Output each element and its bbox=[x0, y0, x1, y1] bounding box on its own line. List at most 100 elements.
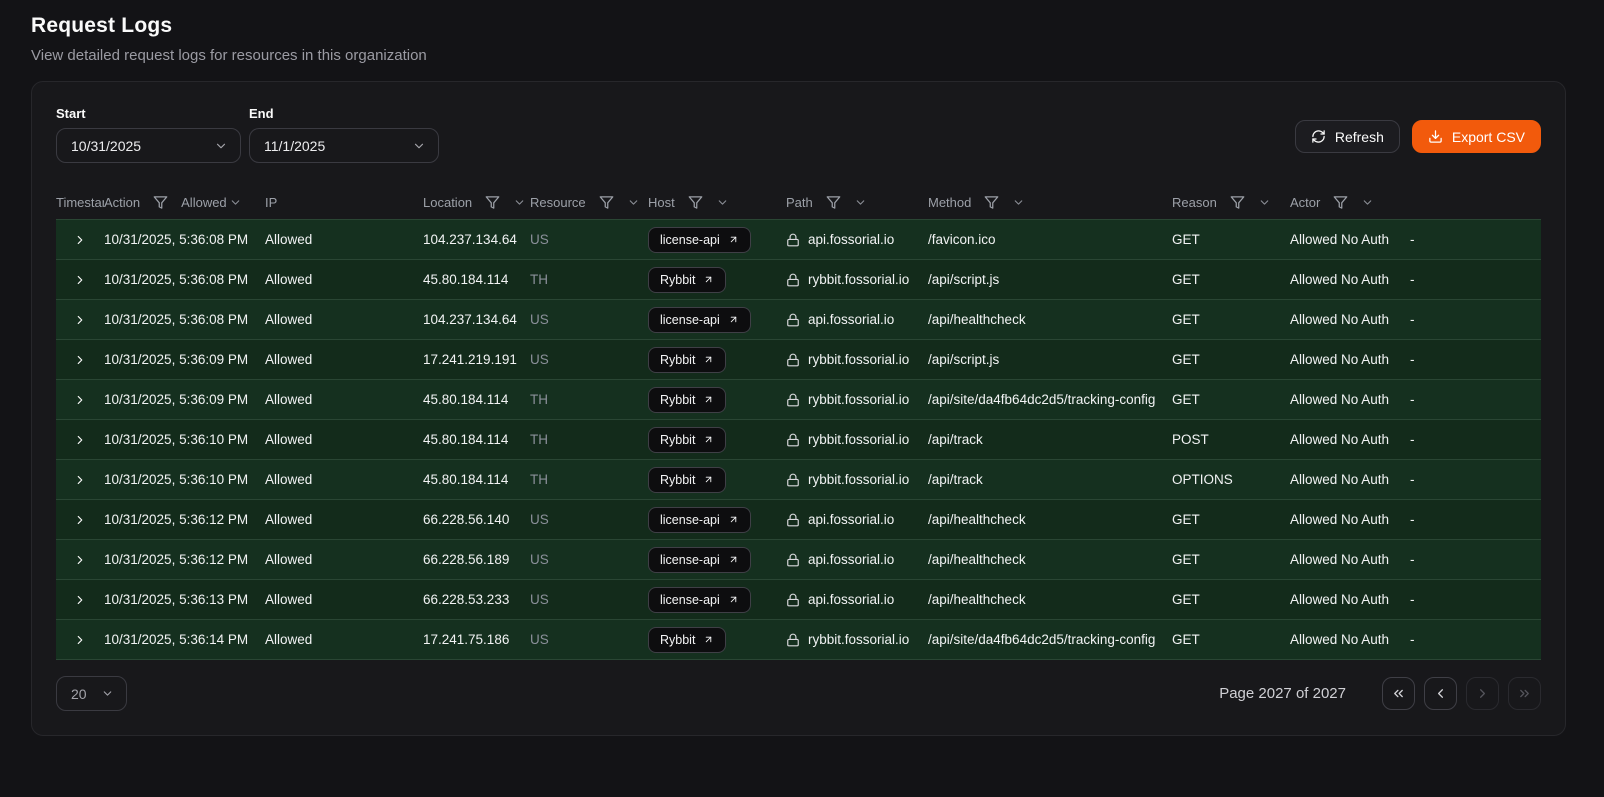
filter-icon[interactable] bbox=[984, 195, 999, 210]
export-csv-label: Export CSV bbox=[1452, 129, 1525, 145]
expand-row-button[interactable] bbox=[69, 229, 91, 251]
resource-badge[interactable]: Rybbit bbox=[648, 427, 726, 453]
method-cell: POST bbox=[1172, 432, 1290, 447]
resource-badge[interactable]: Rybbit bbox=[648, 627, 726, 653]
prev-page-button[interactable] bbox=[1424, 677, 1457, 710]
resource-badge[interactable]: license-api bbox=[648, 547, 751, 573]
first-page-button[interactable] bbox=[1382, 677, 1415, 710]
path-cell: /api/script.js bbox=[928, 352, 1172, 367]
column-header-reason[interactable]: Reason bbox=[1172, 195, 1290, 210]
chevron-down-icon[interactable] bbox=[1361, 196, 1374, 209]
chevron-down-icon[interactable] bbox=[716, 196, 729, 209]
chevron-down-icon[interactable] bbox=[1012, 196, 1025, 209]
column-header-action[interactable]: ActionAllowed bbox=[104, 195, 265, 210]
column-header-location[interactable]: Location bbox=[423, 195, 530, 210]
ip-cell: 17.241.219.191 bbox=[423, 352, 530, 367]
host-name: rybbit.fossorial.io bbox=[808, 272, 909, 287]
table-row[interactable]: 10/31/2025, 5:36:10 PMAllowed45.80.184.1… bbox=[56, 419, 1541, 459]
path-cell: /api/script.js bbox=[928, 272, 1172, 287]
chevron-down-icon[interactable] bbox=[627, 196, 640, 209]
resource-badge[interactable]: license-api bbox=[648, 227, 751, 253]
resource-badge[interactable]: Rybbit bbox=[648, 467, 726, 493]
filter-value-dropdown[interactable]: Allowed bbox=[181, 195, 242, 210]
ip-cell: 45.80.184.114 bbox=[423, 272, 530, 287]
expand-row-button[interactable] bbox=[69, 269, 91, 291]
table-row[interactable]: 10/31/2025, 5:36:08 PMAllowed104.237.134… bbox=[56, 299, 1541, 339]
filter-icon[interactable] bbox=[826, 195, 841, 210]
filter-icon[interactable] bbox=[153, 195, 168, 210]
export-csv-button[interactable]: Export CSV bbox=[1412, 120, 1541, 153]
method-cell: GET bbox=[1172, 312, 1290, 327]
resource-badge[interactable]: license-api bbox=[648, 307, 751, 333]
end-date-select[interactable]: 11/1/2025 bbox=[249, 128, 439, 163]
next-page-button[interactable] bbox=[1466, 677, 1499, 710]
table-row[interactable]: 10/31/2025, 5:36:09 PMAllowed17.241.219.… bbox=[56, 339, 1541, 379]
filter-icon[interactable] bbox=[1333, 195, 1348, 210]
expand-row-button[interactable] bbox=[69, 469, 91, 491]
expand-row-button[interactable] bbox=[69, 429, 91, 451]
table-row[interactable]: 10/31/2025, 5:36:08 PMAllowed45.80.184.1… bbox=[56, 259, 1541, 299]
filter-icon[interactable] bbox=[485, 195, 500, 210]
chevron-down-icon[interactable] bbox=[1258, 196, 1271, 209]
host-name: api.fossorial.io bbox=[808, 552, 894, 567]
column-header-host[interactable]: Host bbox=[648, 195, 786, 210]
timestamp-cell: 10/31/2025, 5:36:12 PM bbox=[104, 512, 265, 527]
actor-cell: - bbox=[1410, 592, 1541, 607]
arrow-up-right-icon bbox=[728, 554, 739, 565]
resource-badge[interactable]: Rybbit bbox=[648, 387, 726, 413]
column-header-resource[interactable]: Resource bbox=[530, 195, 648, 210]
filter-icon[interactable] bbox=[688, 195, 703, 210]
table-row[interactable]: 10/31/2025, 5:36:10 PMAllowed45.80.184.1… bbox=[56, 459, 1541, 499]
timestamp-cell: 10/31/2025, 5:36:08 PM bbox=[104, 312, 265, 327]
column-header-method[interactable]: Method bbox=[928, 195, 1172, 210]
reason-cell: Allowed No Auth bbox=[1290, 512, 1410, 527]
start-date-select[interactable]: 10/31/2025 bbox=[56, 128, 241, 163]
expand-row-button[interactable] bbox=[69, 549, 91, 571]
column-label: Host bbox=[648, 195, 675, 210]
table-row[interactable]: 10/31/2025, 5:36:12 PMAllowed66.228.56.1… bbox=[56, 539, 1541, 579]
reason-cell: Allowed No Auth bbox=[1290, 472, 1410, 487]
timestamp-cell: 10/31/2025, 5:36:13 PM bbox=[104, 592, 265, 607]
host-name: api.fossorial.io bbox=[808, 232, 894, 247]
location-cell: US bbox=[530, 512, 648, 527]
table-row[interactable]: 10/31/2025, 5:36:09 PMAllowed45.80.184.1… bbox=[56, 379, 1541, 419]
page-size-select[interactable]: 20 bbox=[56, 676, 127, 711]
table-header: TimestampActionAllowedIPLocationResource… bbox=[56, 185, 1541, 219]
chevron-down-icon[interactable] bbox=[854, 196, 867, 209]
refresh-button[interactable]: Refresh bbox=[1295, 120, 1400, 153]
expand-row-button[interactable] bbox=[69, 309, 91, 331]
ip-cell: 104.237.134.64 bbox=[423, 232, 530, 247]
column-header-path[interactable]: Path bbox=[786, 195, 928, 210]
expand-row-button[interactable] bbox=[69, 629, 91, 651]
expand-row-button[interactable] bbox=[69, 389, 91, 411]
resource-name: Rybbit bbox=[660, 633, 695, 647]
resource-badge[interactable]: license-api bbox=[648, 587, 751, 613]
filter-icon[interactable] bbox=[1230, 195, 1245, 210]
expand-row-button[interactable] bbox=[69, 349, 91, 371]
column-header-actor[interactable]: Actor bbox=[1290, 195, 1410, 210]
method-cell: GET bbox=[1172, 592, 1290, 607]
resource-badge[interactable]: license-api bbox=[648, 507, 751, 533]
actor-cell: - bbox=[1410, 632, 1541, 647]
expand-row-button[interactable] bbox=[69, 509, 91, 531]
action-cell: Allowed bbox=[265, 472, 423, 487]
filter-icon[interactable] bbox=[599, 195, 614, 210]
column-header-timestamp: Timestamp bbox=[56, 195, 104, 210]
resource-badge[interactable]: Rybbit bbox=[648, 267, 726, 293]
actor-cell: - bbox=[1410, 392, 1541, 407]
resource-badge[interactable]: Rybbit bbox=[648, 347, 726, 373]
resource-cell: license-api bbox=[648, 507, 786, 533]
action-cell: Allowed bbox=[265, 592, 423, 607]
table-row[interactable]: 10/31/2025, 5:36:13 PMAllowed66.228.53.2… bbox=[56, 579, 1541, 619]
start-date-value: 10/31/2025 bbox=[71, 138, 141, 154]
expand-row-button[interactable] bbox=[69, 589, 91, 611]
last-page-button[interactable] bbox=[1508, 677, 1541, 710]
table-row[interactable]: 10/31/2025, 5:36:12 PMAllowed66.228.56.1… bbox=[56, 499, 1541, 539]
table-row[interactable]: 10/31/2025, 5:36:14 PMAllowed17.241.75.1… bbox=[56, 619, 1541, 659]
host-cell: api.fossorial.io bbox=[786, 312, 928, 327]
resource-cell: license-api bbox=[648, 587, 786, 613]
table-row[interactable]: 10/31/2025, 5:36:08 PMAllowed104.237.134… bbox=[56, 219, 1541, 259]
method-cell: GET bbox=[1172, 512, 1290, 527]
controls-row: Start 10/31/2025 End 11/1/2025 Refresh bbox=[56, 106, 1541, 163]
chevron-down-icon[interactable] bbox=[513, 196, 526, 209]
